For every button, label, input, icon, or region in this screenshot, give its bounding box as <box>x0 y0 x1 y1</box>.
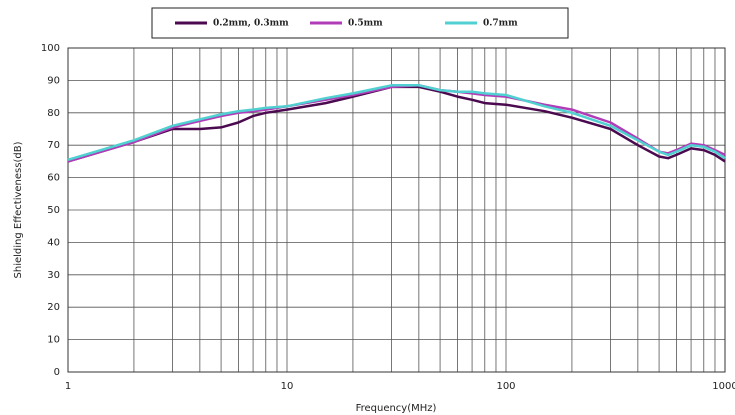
x-tick-label: 100 <box>496 381 515 392</box>
legend-label: 0.7mm <box>483 19 518 29</box>
y-tick-label: 10 <box>47 335 60 346</box>
y-tick-label: 0 <box>54 367 60 378</box>
y-axis-label: Shielding Effectiveness(dB) <box>13 141 24 278</box>
y-tick-label: 70 <box>47 140 60 151</box>
plot-frame <box>67 47 726 373</box>
x-tick-label: 1000 <box>712 381 735 392</box>
y-tick-label: 80 <box>47 108 60 119</box>
legend-label: 0.5mm <box>348 19 383 29</box>
series-line <box>67 85 726 163</box>
y-tick-label: 100 <box>41 43 60 54</box>
legend-label: 0.2mm, 0.3mm <box>213 19 289 29</box>
x-tick-label: 1 <box>65 381 71 392</box>
y-tick-label: 20 <box>47 302 60 313</box>
x-axis-label: Frequency(MHz) <box>356 403 437 414</box>
series-line <box>67 84 726 161</box>
y-tick-label: 40 <box>47 237 60 248</box>
y-tick-label: 90 <box>47 75 60 86</box>
x-tick-label: 10 <box>281 381 294 392</box>
y-tick-label: 30 <box>47 270 60 281</box>
legend-box <box>151 7 569 39</box>
y-tick-label: 60 <box>47 173 60 184</box>
y-tick-label: 50 <box>47 205 60 216</box>
series-line <box>67 84 726 163</box>
